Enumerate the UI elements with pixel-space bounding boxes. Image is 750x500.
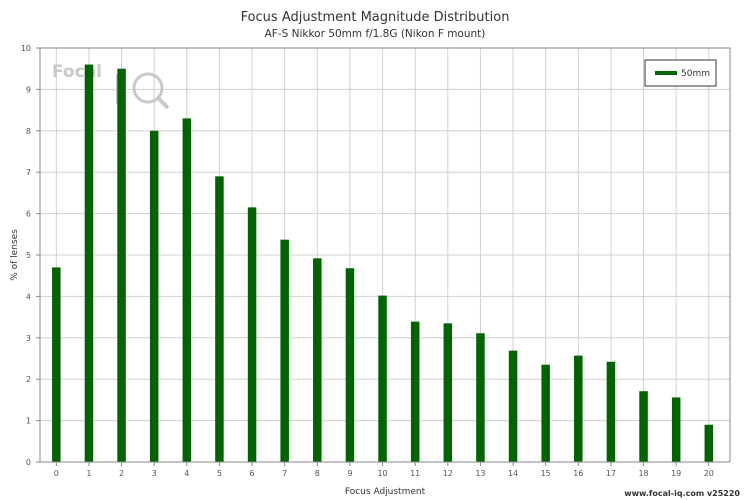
bar-16 (574, 355, 583, 462)
footer-credit: www.focal-iq.com v25220 (624, 489, 740, 498)
x-tick-label: 6 (250, 469, 255, 478)
bar-1 (84, 64, 94, 462)
legend: 50mm (644, 59, 717, 87)
bar-13 (476, 333, 485, 462)
chart-subtitle: AF-S Nikkor 50mm f/1.8G (Nikon F mount) (265, 28, 486, 40)
watermark-logo: Focal (52, 62, 170, 110)
bar-3 (149, 130, 159, 463)
y-tick-label: 1 (26, 417, 31, 426)
y-tick-label: 7 (26, 168, 31, 177)
bars (52, 64, 714, 463)
bar-10 (378, 295, 387, 462)
chart-title: Focus Adjustment Magnitude Distribution (241, 10, 510, 25)
x-tick-label: 20 (704, 469, 714, 478)
y-axis-label: % of lenses (10, 229, 20, 281)
y-axis-ticks: 0 1 2 3 4 5 6 7 8 9 10 (21, 44, 40, 467)
y-tick-label: 4 (26, 292, 31, 301)
bar-7 (280, 239, 289, 462)
watermark-logo-text: Focal (52, 62, 102, 82)
x-tick-label: 12 (443, 469, 453, 478)
bar-18 (639, 391, 648, 462)
bar-15 (541, 364, 550, 462)
bar-8 (313, 258, 322, 462)
y-tick-label: 6 (26, 210, 31, 219)
x-tick-label: 7 (282, 469, 287, 478)
bar-5 (215, 176, 224, 462)
x-tick-label: 0 (54, 469, 59, 478)
x-tick-label: 10 (377, 469, 387, 478)
bar-4 (182, 118, 192, 462)
x-tick-label: 15 (541, 469, 551, 478)
x-tick-label: 4 (184, 469, 189, 478)
y-tick-label: 3 (26, 334, 31, 343)
y-tick-label: 0 (26, 458, 31, 467)
legend-label: 50mm (681, 69, 710, 79)
x-axis-label: Focus Adjustment (345, 487, 426, 497)
x-tick-label: 11 (410, 469, 420, 478)
x-tick-label: 9 (347, 469, 352, 478)
bar-9 (345, 268, 355, 462)
x-tick-label: 1 (86, 469, 91, 478)
y-tick-label: 9 (26, 85, 31, 94)
x-tick-label: 13 (475, 469, 485, 478)
x-tick-label: 18 (638, 469, 648, 478)
x-axis-ticks: 0 1 2 3 4 5 6 7 8 9 10 11 12 13 14 15 16 17 18 19 20 (54, 462, 714, 478)
x-tick-label: 17 (606, 469, 616, 478)
x-tick-label: 2 (119, 469, 124, 478)
bar-17 (606, 361, 616, 462)
bar-12 (443, 323, 453, 462)
bar-14 (508, 350, 518, 462)
x-tick-label: 16 (573, 469, 583, 478)
x-tick-label: 3 (152, 469, 157, 478)
y-tick-label: 5 (26, 251, 31, 260)
bar-6 (247, 207, 257, 462)
bar-0 (52, 267, 61, 462)
bar-19 (671, 397, 681, 462)
x-tick-label: 19 (671, 469, 681, 478)
x-tick-label: 5 (217, 469, 222, 478)
bar-20 (704, 424, 714, 462)
y-tick-label: 10 (21, 44, 31, 53)
y-tick-label: 2 (26, 375, 31, 384)
x-tick-label: 8 (315, 469, 320, 478)
x-tick-label: 14 (508, 469, 518, 478)
bar-11 (410, 321, 420, 462)
bar-2 (117, 68, 126, 462)
y-tick-label: 8 (26, 127, 31, 136)
